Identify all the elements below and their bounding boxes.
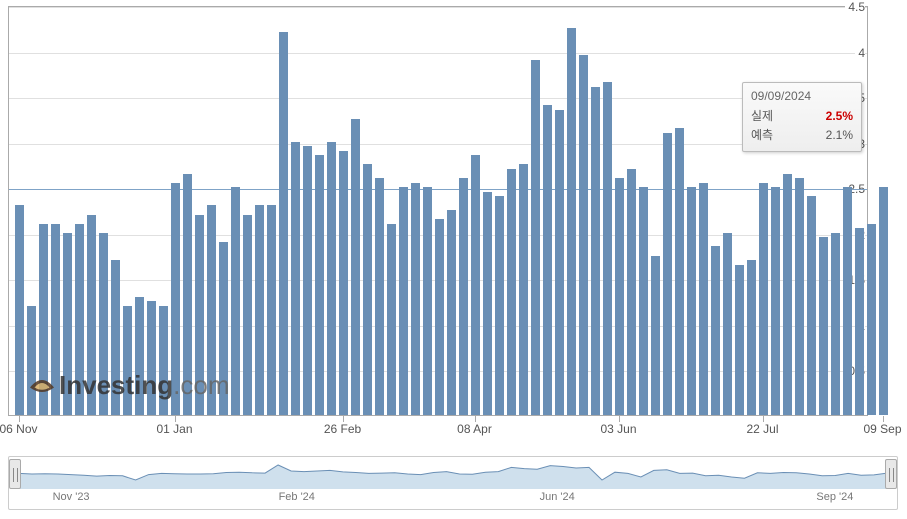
- plot-area: 0.511.522.533.544.5: [9, 7, 867, 415]
- x-tick-label: 03 Jun: [600, 422, 636, 436]
- bar[interactable]: [507, 169, 516, 415]
- tooltip: 09/09/2024 실제 2.5% 예측 2.1%: [742, 82, 862, 152]
- tooltip-forecast-label: 예측: [751, 126, 773, 145]
- bar[interactable]: [735, 265, 744, 415]
- navigator-handle-left[interactable]: [9, 459, 21, 489]
- bar[interactable]: [711, 246, 720, 415]
- gridline: [9, 53, 867, 54]
- bar[interactable]: [243, 215, 252, 415]
- bar[interactable]: [843, 187, 852, 415]
- bar[interactable]: [387, 224, 396, 415]
- x-tick-label: 08 Apr: [457, 422, 492, 436]
- navigator-svg: [19, 459, 887, 489]
- y-tick-label: 4: [855, 46, 865, 60]
- bar[interactable]: [651, 256, 660, 415]
- watermark-bold: Investing: [59, 370, 173, 401]
- bar[interactable]: [579, 55, 588, 415]
- bar[interactable]: [855, 228, 864, 415]
- bar[interactable]: [315, 155, 324, 415]
- tooltip-date: 09/09/2024: [751, 89, 853, 103]
- bar[interactable]: [771, 187, 780, 415]
- bar[interactable]: [831, 233, 840, 415]
- bar[interactable]: [627, 169, 636, 415]
- bar[interactable]: [399, 187, 408, 415]
- bar[interactable]: [879, 187, 888, 415]
- bar[interactable]: [519, 164, 528, 415]
- bar[interactable]: [615, 178, 624, 415]
- bar[interactable]: [867, 224, 876, 415]
- x-tick-label: 22 Jul: [746, 422, 778, 436]
- watermark-thin: .com: [173, 370, 229, 401]
- y-tick-label: 4.5: [845, 0, 865, 14]
- bar[interactable]: [723, 233, 732, 415]
- tooltip-actual-value: 2.5%: [826, 107, 853, 126]
- bar[interactable]: [303, 146, 312, 415]
- bar[interactable]: [267, 205, 276, 415]
- bar[interactable]: [639, 187, 648, 415]
- bar[interactable]: [459, 178, 468, 415]
- bar[interactable]: [423, 187, 432, 415]
- x-tick-label: 01 Jan: [156, 422, 192, 436]
- bar[interactable]: [495, 196, 504, 415]
- gridline: [9, 7, 867, 8]
- bar[interactable]: [699, 183, 708, 415]
- navigator[interactable]: Nov '23 Feb '24 Jun '24 Sep '24: [8, 456, 898, 510]
- bar[interactable]: [363, 164, 372, 415]
- bar[interactable]: [483, 192, 492, 415]
- bar[interactable]: [339, 151, 348, 415]
- bar[interactable]: [819, 237, 828, 415]
- main-chart[interactable]: 0.511.522.533.544.5 Investing.com: [8, 6, 868, 416]
- bar[interactable]: [351, 119, 360, 415]
- bar[interactable]: [747, 260, 756, 415]
- bar[interactable]: [555, 110, 564, 415]
- bar[interactable]: [567, 28, 576, 415]
- bar[interactable]: [759, 183, 768, 415]
- navigator-label: Feb '24: [279, 491, 315, 503]
- navigator-label: Jun '24: [540, 491, 575, 503]
- highlight-line: [9, 189, 867, 190]
- x-tick-label: 09 Sep: [863, 422, 901, 436]
- navigator-labels: Nov '23 Feb '24 Jun '24 Sep '24: [19, 491, 887, 507]
- bar[interactable]: [471, 155, 480, 415]
- bar[interactable]: [375, 178, 384, 415]
- x-tick-label: 06 Nov: [0, 422, 38, 436]
- bar[interactable]: [591, 87, 600, 415]
- navigator-plot: [19, 459, 887, 489]
- tooltip-actual-label: 실제: [751, 107, 773, 126]
- gridline: [9, 144, 867, 145]
- bar[interactable]: [255, 205, 264, 415]
- bar[interactable]: [435, 219, 444, 415]
- x-tick-label: 26 Feb: [324, 422, 361, 436]
- bar[interactable]: [783, 174, 792, 415]
- watermark: Investing.com: [27, 370, 229, 401]
- bar[interactable]: [543, 105, 552, 415]
- bar[interactable]: [291, 142, 300, 415]
- navigator-label: Sep '24: [816, 491, 853, 503]
- gridline: [9, 98, 867, 99]
- bar[interactable]: [15, 205, 24, 415]
- navigator-label: Nov '23: [53, 491, 90, 503]
- bar[interactable]: [231, 187, 240, 415]
- bar[interactable]: [687, 187, 696, 415]
- bar[interactable]: [675, 128, 684, 415]
- bar[interactable]: [807, 196, 816, 415]
- bar[interactable]: [279, 32, 288, 415]
- navigator-handle-right[interactable]: [885, 459, 897, 489]
- bar[interactable]: [795, 178, 804, 415]
- bar[interactable]: [531, 60, 540, 415]
- bar[interactable]: [411, 183, 420, 415]
- bar[interactable]: [603, 82, 612, 415]
- investing-logo-icon: [27, 371, 57, 401]
- bar[interactable]: [327, 142, 336, 415]
- bar[interactable]: [447, 210, 456, 415]
- x-axis: 06 Nov01 Jan26 Feb08 Apr03 Jun22 Jul09 S…: [8, 416, 868, 446]
- bar[interactable]: [663, 133, 672, 415]
- tooltip-forecast-value: 2.1%: [826, 126, 853, 145]
